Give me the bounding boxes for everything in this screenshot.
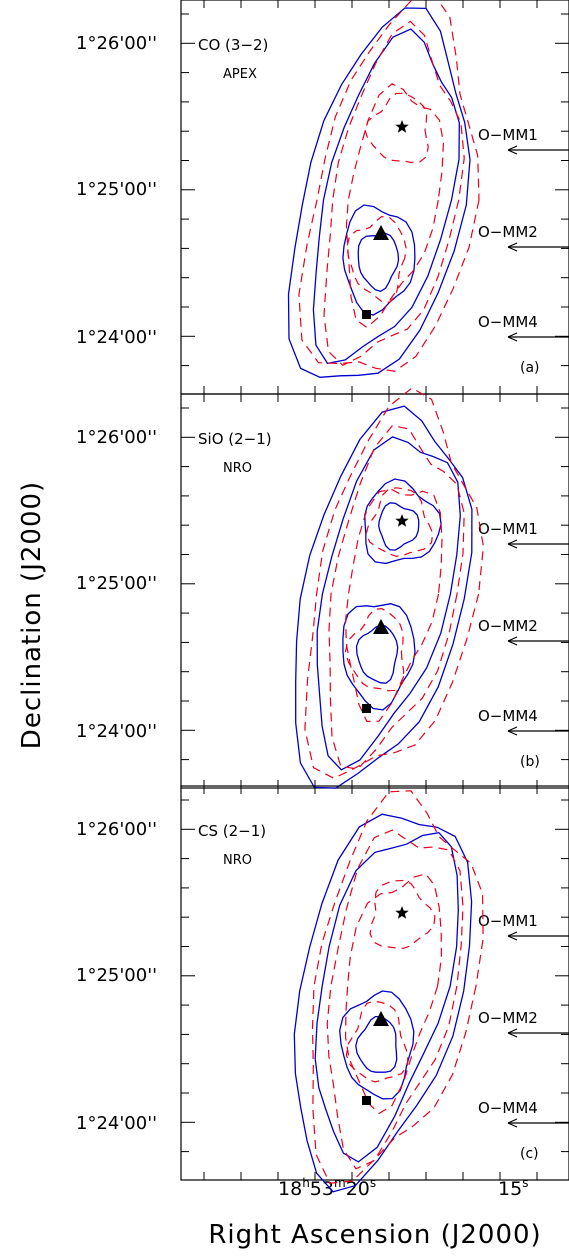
line-label: SiO (2−1): [198, 430, 272, 448]
y-tick-label: 1°24'00'': [76, 327, 157, 348]
solid-contour: [378, 502, 420, 551]
dashed-contour: [345, 83, 445, 329]
source-label: O−MM1: [478, 126, 538, 144]
solid-contour: [316, 436, 461, 771]
line-label: CO (3−2): [198, 36, 268, 54]
y-tick-label: 1°25'00'': [76, 573, 157, 594]
arrow-head-icon: [507, 636, 518, 646]
star-icon: [395, 120, 409, 133]
contours: [293, 790, 484, 1193]
solid-contour: [295, 405, 473, 789]
telescope-label: APEX: [223, 67, 257, 82]
dashed-contour: [344, 607, 405, 692]
y-tick-label: 1°24'00'': [76, 721, 157, 742]
arrow-head-icon: [507, 1118, 518, 1128]
square-icon: [362, 310, 371, 319]
arrow-head-icon: [507, 539, 518, 549]
arrow-head-icon: [507, 332, 518, 342]
solid-contour: [364, 478, 442, 565]
solid-contour: [342, 204, 416, 316]
triangle-icon: [373, 1011, 389, 1026]
dashed-contour: [298, 0, 480, 372]
dashed-contour: [323, 20, 465, 367]
solid-contour: [342, 603, 416, 711]
dashed-contour: [364, 92, 429, 164]
panel-label: (a): [520, 360, 540, 376]
dashed-contour: [328, 424, 465, 770]
dashed-contour: [345, 1000, 409, 1083]
star-icon: [395, 906, 409, 919]
square-icon: [362, 704, 371, 713]
arrow-head-icon: [507, 1028, 518, 1038]
solid-contour: [355, 1015, 398, 1073]
source-label: O−MM1: [478, 912, 538, 930]
y-tick-label: 1°26'00'': [76, 427, 157, 448]
arrow-head-icon: [507, 726, 518, 736]
line-label: CS (2−1): [198, 822, 266, 840]
source-label: O−MM2: [478, 223, 538, 241]
solid-contour: [287, 7, 471, 378]
panel-frame: [180, 785, 569, 1181]
x-axis-label: Right Ascension (J2000): [208, 1220, 541, 1250]
source-label: O−MM2: [478, 617, 538, 635]
panel-c: 1°26'00'' 1°25'00'' 1°24'00'' CS (2−1) NRO (c…: [76, 785, 569, 1193]
contours: [295, 387, 485, 789]
contours: [287, 0, 480, 378]
y-tick-label: 1°26'00'': [76, 819, 157, 840]
telescope-label: NRO: [223, 461, 252, 476]
panel-a: 1°26'00'' 1°25'00'' 1°24'00'' CO (3−2) APEX (…: [76, 0, 569, 395]
solid-contour: [314, 831, 459, 1163]
y-tick-label: 1°25'00'': [76, 965, 157, 986]
panel-frame: [180, 0, 569, 395]
star-icon: [395, 514, 409, 527]
triangle-icon: [373, 225, 389, 240]
square-icon: [362, 1096, 371, 1105]
source-label: O−MM1: [478, 520, 538, 538]
solid-contour: [312, 28, 460, 365]
panel-label: (b): [520, 754, 540, 770]
source-label: O−MM4: [478, 707, 538, 725]
x-tick-label-15s: 15s: [498, 1176, 528, 1200]
dashed-contour: [369, 879, 436, 949]
solid-contour: [357, 232, 400, 293]
panel-frame: [180, 393, 569, 789]
source-label: O−MM4: [478, 313, 538, 331]
source-label: O−MM4: [478, 1099, 538, 1117]
panel-b: 1°26'00'' 1°25'00'' 1°24'00'' SiO (2−1) NRO (…: [76, 387, 569, 789]
source-label: O−MM2: [478, 1009, 538, 1027]
telescope-label: NRO: [223, 853, 252, 868]
x-tick-label-20s: 18h53m20s: [278, 1176, 376, 1200]
arrow-head-icon: [507, 145, 518, 155]
dashed-contour: [346, 216, 407, 303]
y-tick-label: 1°24'00'': [76, 1113, 157, 1134]
dashed-contour: [326, 829, 464, 1170]
solid-contour: [355, 624, 399, 684]
y-tick-label: 1°25'00'': [76, 179, 157, 200]
panels: 1°26'00'' 1°25'00'' 1°24'00'' CO (3−2) APEX (…: [76, 0, 569, 1193]
y-axis-label: Declination (J2000): [17, 481, 47, 749]
dashed-contour: [311, 790, 484, 1184]
dashed-contour: [344, 488, 443, 723]
solid-contour: [339, 990, 415, 1100]
arrow-head-icon: [507, 242, 518, 252]
panel-label: (c): [520, 1146, 539, 1162]
dashed-contour: [344, 873, 443, 1115]
arrow-head-icon: [507, 931, 518, 941]
dashed-contour: [304, 387, 485, 779]
triangle-icon: [373, 619, 389, 634]
y-tick-label: 1°26'00'': [76, 33, 157, 54]
